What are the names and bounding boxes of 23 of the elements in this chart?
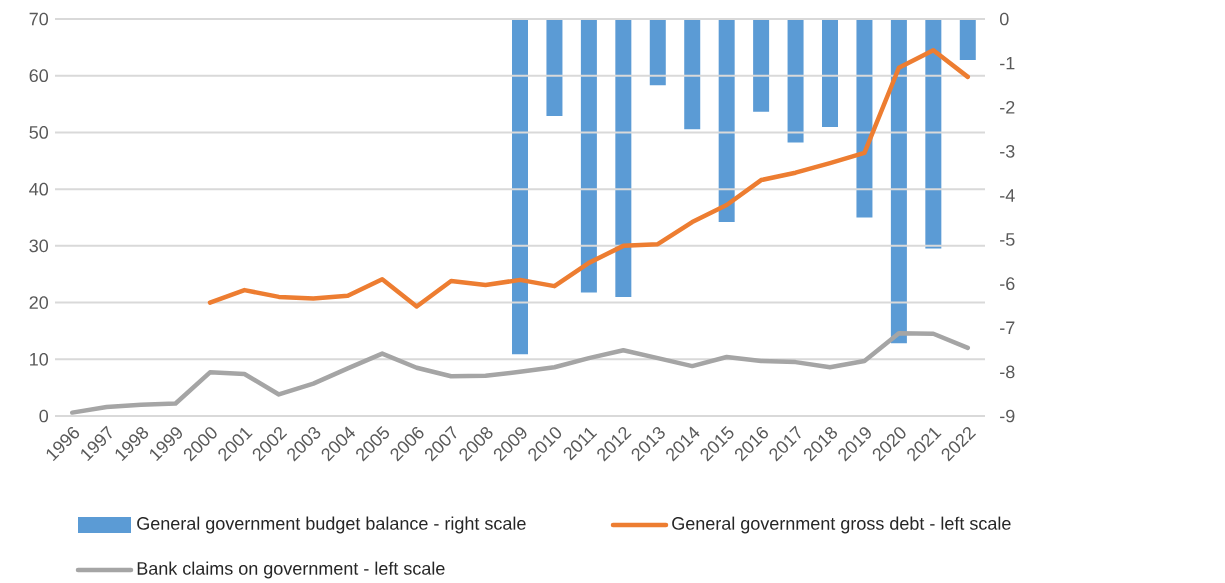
- y-tick-label: 50: [29, 126, 49, 139]
- y2-tick-label: -4: [1000, 189, 1015, 202]
- y2-tick-label: -8: [1000, 365, 1015, 379]
- y2-tick-label: -5: [1000, 233, 1015, 246]
- y2-tick-label: 0: [999, 12, 1009, 26]
- y-tick-label: 20: [29, 296, 49, 309]
- y2-tick-label: -7: [1000, 321, 1015, 334]
- y2-tick-label: -6: [1000, 277, 1015, 291]
- y-tick-label: 40: [29, 182, 49, 196]
- legend-label: General government budget balance - right scale: [137, 516, 526, 534]
- y2-tick-label: -9: [1000, 409, 1015, 423]
- legend-label: General government gross debt - left scale: [672, 516, 1011, 534]
- y2-tick-label: -1: [1000, 56, 1015, 70]
- y-tick-label: 30: [29, 239, 49, 253]
- line-series: [207, 47, 971, 309]
- line-series: [69, 330, 971, 415]
- y2-tick-label: -2: [1000, 100, 1015, 114]
- y-tick-label: 70: [29, 12, 49, 26]
- legend-label: Bank claims on government - left scale: [137, 561, 445, 579]
- y-tick-label: 10: [30, 352, 49, 366]
- y-tick-label: 0: [39, 409, 49, 423]
- y2-tick-label: -3: [1000, 144, 1015, 158]
- y-tick-label: 60: [29, 69, 49, 83]
